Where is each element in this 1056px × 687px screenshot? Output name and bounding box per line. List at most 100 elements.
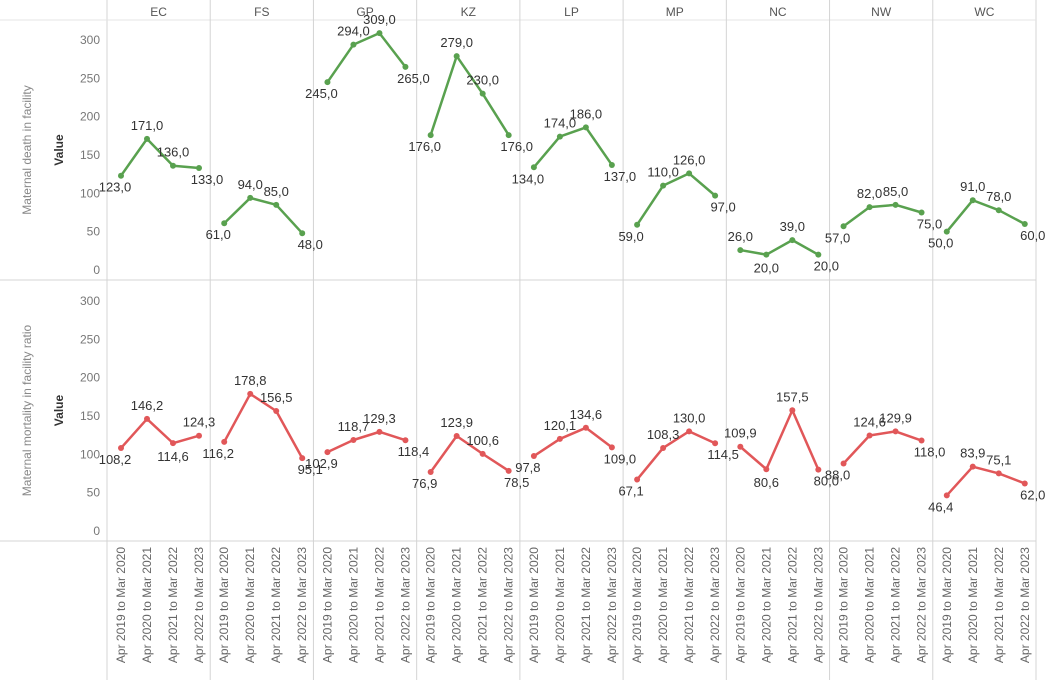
data-point [789,237,796,244]
data-label: 80,6 [754,475,779,490]
series-line-WC [945,198,1026,233]
data-point [402,437,409,444]
data-label: 156,5 [260,390,293,405]
data-point [866,204,873,211]
data-point [969,463,976,470]
data-label: 50,0 [928,236,953,251]
data-point [608,161,615,168]
data-label: 67,1 [618,484,643,499]
data-label: 85,0 [883,184,908,199]
series-line-MP [636,430,716,481]
y-axis-label: Maternal mortality in facility ratio [20,324,34,496]
data-point [918,437,925,444]
data-point [505,467,512,474]
data-point [969,197,976,204]
region-header-NC: NC [769,5,787,19]
data-label: 78,0 [986,189,1011,204]
data-point [918,209,925,216]
data-point [144,415,150,422]
x-tick-label: Apr 2021 to Mar 2022 [992,547,1006,663]
data-point [350,436,357,443]
data-label: 114,5 [707,447,739,462]
data-label: 39,0 [780,219,805,234]
y-tick-label: 50 [87,225,101,239]
data-point [221,220,228,227]
data-point [995,207,1002,214]
data-label: 129,9 [879,410,912,425]
data-label: 265,0 [397,71,430,86]
data-label: 124,3 [183,415,216,430]
series-line-NC [740,238,819,256]
x-tick-label: Apr 2021 to Mar 2022 [372,547,386,663]
data-point [350,41,357,48]
data-point [402,63,409,70]
x-tick-label: Apr 2019 to Mar 2020 [217,547,231,663]
data-point [840,460,847,467]
x-tick-label: Apr 2019 to Mar 2020 [733,547,747,663]
y-tick-label: 150 [80,148,100,162]
data-point [866,432,873,439]
x-tick-label: Apr 2019 to Mar 2020 [114,547,128,663]
data-point [273,201,280,208]
data-label: 130,0 [673,410,706,425]
data-point [118,172,124,179]
series-line-GP [326,430,406,454]
data-label: 108,3 [647,427,680,442]
series-line-EC [119,137,200,177]
x-tick-label: Apr 2022 to Mar 2023 [502,547,516,663]
data-point [1021,221,1028,227]
y-axis-label: Maternal death in facility [20,85,34,214]
data-label: 178,8 [234,373,267,388]
y-tick-label: 250 [80,332,100,346]
series-line-KZ [429,54,510,136]
data-label: 176,0 [500,139,533,154]
data-label: 109,9 [724,426,757,441]
data-label: 294,0 [337,24,370,39]
x-tick-label: Apr 2020 to Mar 2021 [553,547,567,663]
data-point [712,192,719,199]
data-label: 82,0 [857,186,882,201]
data-label: 88,0 [825,468,850,483]
data-point [453,433,460,440]
data-point [196,432,202,439]
data-point [324,449,331,456]
data-label: 26,0 [728,229,753,244]
data-label: 118,0 [914,445,946,460]
data-label: 57,0 [825,230,850,245]
data-point [892,428,899,435]
x-tick-label: Apr 2019 to Mar 2020 [940,547,954,663]
data-label: 62,0 [1020,487,1045,502]
x-tick-label: Apr 2019 to Mar 2020 [837,547,851,663]
y-tick-label: 100 [80,447,100,461]
y-tick-label: 250 [80,71,100,85]
data-point [943,492,950,499]
data-point [686,428,693,435]
data-label: 174,0 [544,116,577,131]
x-tick-label: Apr 2020 to Mar 2021 [759,547,773,663]
data-label: 279,0 [440,35,473,50]
series-line-LP [532,126,613,169]
data-label: 157,5 [776,389,809,404]
data-label: 108,2 [99,452,132,467]
data-label: 230,0 [466,73,499,88]
series-line-NC [739,409,820,471]
series-line-EC [120,417,200,449]
data-label: 133,0 [191,172,224,187]
region-header-EC: EC [150,5,167,19]
data-label: 75,1 [986,452,1011,467]
data-label: 61,0 [206,227,231,242]
data-label: 116,2 [202,446,234,461]
data-label: 245,0 [305,86,338,101]
y-tick-label: 100 [80,186,100,200]
x-tick-label: Apr 2021 to Mar 2022 [889,547,903,663]
y-tick-label: 300 [80,33,100,47]
data-label: 20,0 [754,261,779,276]
data-point [530,453,537,460]
region-header-WC: WC [974,5,994,19]
x-tick-label: Apr 2021 to Mar 2022 [579,547,593,663]
series-line-WC [945,465,1026,497]
data-point [324,79,331,86]
data-label: 109,0 [604,451,637,466]
data-point [170,162,176,169]
data-point [608,444,615,451]
